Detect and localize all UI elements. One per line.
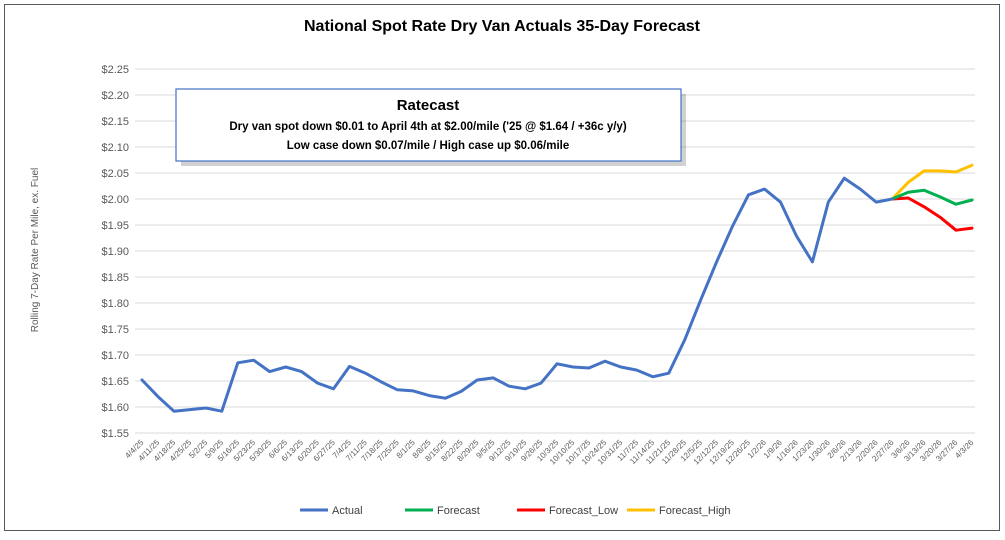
y-tick-label: $2.15 — [101, 116, 129, 128]
y-tick-label: $1.90 — [101, 246, 129, 258]
y-tick-label: $1.70 — [101, 350, 129, 362]
legend-item: Forecast — [405, 505, 480, 517]
y-tick-label: $1.80 — [101, 298, 129, 310]
y-tick-label: $2.00 — [101, 194, 129, 206]
y-tick-label: $1.60 — [101, 402, 129, 414]
series-line-forecast-high — [890, 163, 974, 201]
legend-item: Forecast_Low — [517, 505, 618, 517]
annotation-line2: Low case down $0.07/mile / High case up … — [287, 140, 570, 152]
y-tick-label: $2.10 — [101, 142, 129, 154]
legend-label: Actual — [332, 505, 363, 517]
series-line-forecast-low — [890, 196, 974, 232]
y-tick-label: $1.75 — [101, 324, 129, 336]
y-tick-label: $1.85 — [101, 272, 129, 284]
legend-label: Forecast_Low — [549, 505, 618, 517]
legend-item: Forecast_High — [627, 505, 731, 517]
y-tick-label: $1.95 — [101, 220, 129, 232]
series-line-actual — [140, 176, 894, 413]
legend-label: Forecast_High — [659, 505, 731, 517]
y-tick-label: $1.65 — [101, 376, 129, 388]
annotation-title: Ratecast — [397, 97, 460, 114]
legend-label: Forecast — [437, 505, 480, 517]
y-tick-label: $2.05 — [101, 168, 129, 180]
annotation-box: Ratecast Dry van spot down $0.01 to Apri… — [175, 88, 686, 166]
annotation-line1: Dry van spot down $0.01 to April 4th at … — [229, 121, 627, 133]
legend-item: Actual — [300, 505, 363, 517]
y-tick-label: $2.20 — [101, 90, 129, 102]
y-tick-label: $1.55 — [101, 428, 129, 440]
y-tick-label: $2.25 — [101, 64, 129, 76]
chart-title: National Spot Rate Dry Van Actuals 35-Da… — [304, 18, 701, 35]
series-line-forecast — [890, 188, 974, 206]
y-axis-label: Rolling 7-Day Rate Per Mile, ex. Fuel — [30, 168, 41, 333]
